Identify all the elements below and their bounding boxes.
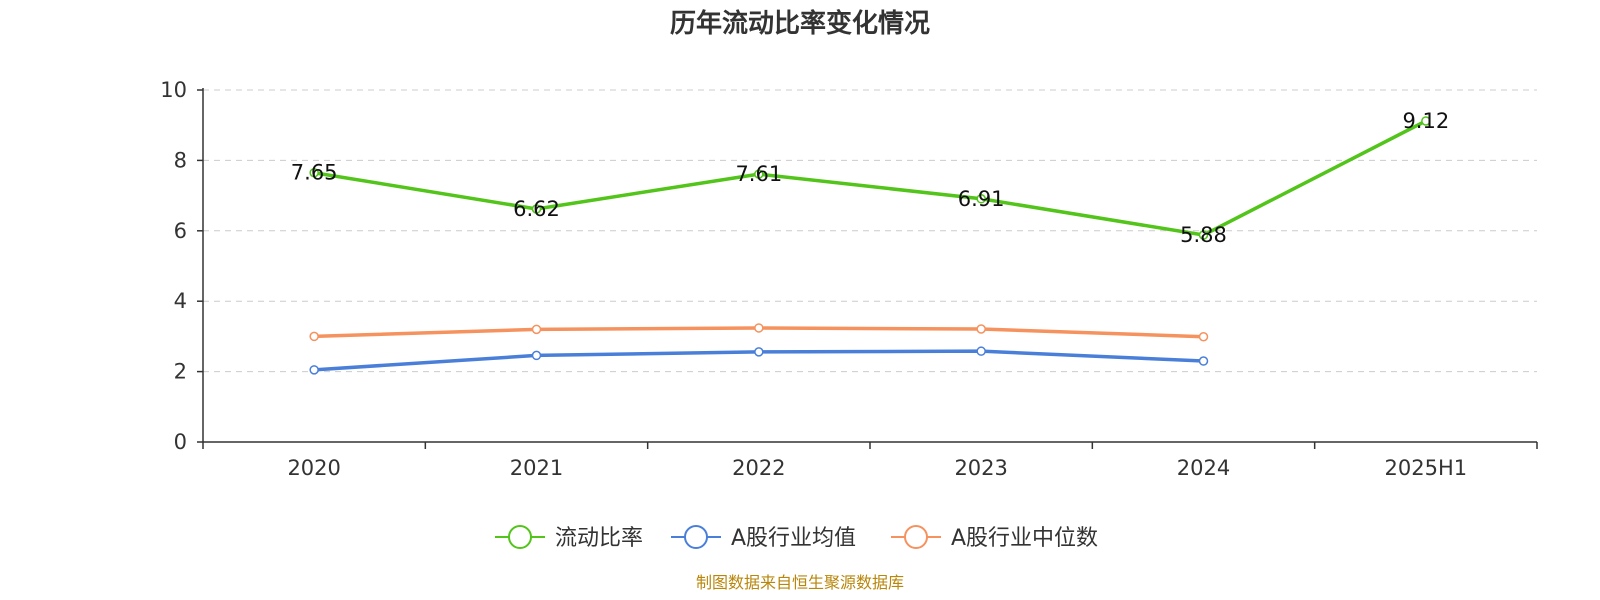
y-tick-label: 6 <box>174 219 187 243</box>
data-point <box>1198 332 1209 342</box>
data-label: 9.12 <box>1402 109 1449 133</box>
data-point <box>754 169 764 179</box>
legend-marker <box>684 525 708 549</box>
legend: 流动比率 A股行业均值 A股行业中位数 <box>495 525 1098 551</box>
legend-item-label: A股行业均值 <box>731 526 856 551</box>
legend-item-label: 流动比率 <box>555 526 643 551</box>
y-tick-label: 0 <box>174 430 187 454</box>
data-point <box>531 324 542 335</box>
grid-lines <box>203 89 1537 373</box>
y-tick-label: 10 <box>160 78 187 102</box>
data-point <box>1198 356 1209 366</box>
x-tick-label: 2021 <box>510 456 563 480</box>
y-axis-ticks: 0 2 4 6 8 10 <box>160 78 203 454</box>
data-point <box>309 167 319 178</box>
legend-marker <box>904 525 928 549</box>
source-note: 制图数据来自恒生聚源数据库 <box>696 573 904 592</box>
series-line-0 <box>313 119 1427 237</box>
y-tick-label: 8 <box>174 148 187 172</box>
data-point <box>754 347 764 357</box>
y-tick-label: 4 <box>174 289 187 313</box>
y-tick-label: 2 <box>174 360 187 384</box>
x-tick-label: 2020 <box>287 456 340 480</box>
data-point <box>1421 116 1431 126</box>
data-point <box>754 323 764 333</box>
data-point <box>309 365 319 375</box>
data-point <box>1198 230 1209 240</box>
data-label: 7.61 <box>735 162 782 186</box>
data-point <box>976 324 986 334</box>
legend-marker <box>508 525 532 549</box>
x-tick-label: 2025H1 <box>1385 456 1468 480</box>
data-label: 6.62 <box>513 197 560 221</box>
x-axis-ticks: 2020 2021 2022 2023 2024 2025H1 <box>202 442 1538 480</box>
x-tick-label: 2024 <box>1177 456 1230 480</box>
data-point <box>531 350 542 361</box>
data-label: 5.88 <box>1180 223 1227 247</box>
data-point <box>309 331 319 342</box>
data-label: 6.91 <box>958 187 1005 211</box>
x-tick-label: 2023 <box>954 456 1007 480</box>
legend-item-label: A股行业中位数 <box>951 526 1098 551</box>
series-lines <box>309 116 1431 375</box>
axes <box>202 88 1537 443</box>
data-point <box>531 204 542 214</box>
data-point <box>976 194 986 204</box>
x-tick-label: 2022 <box>732 456 785 480</box>
chart-title: 历年流动比率变化情况 <box>670 8 930 39</box>
data-point <box>976 346 986 356</box>
data-label: 7.65 <box>291 161 338 185</box>
data-labels: 7.65 6.62 7.61 6.91 5.88 9.12 <box>291 109 1449 247</box>
